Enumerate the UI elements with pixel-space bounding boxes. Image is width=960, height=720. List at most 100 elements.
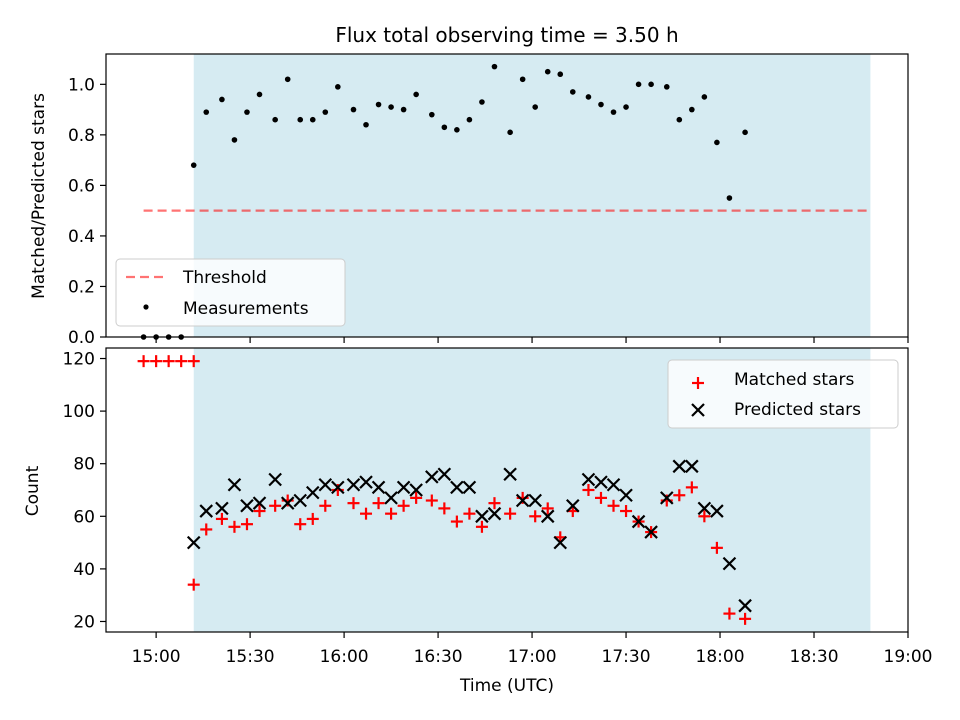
measurement-point [532, 104, 538, 110]
marker-stroke [462, 480, 477, 495]
bottom-legend-box [667, 359, 899, 429]
predicted-star-marker [606, 477, 621, 492]
measurement-point [322, 109, 329, 115]
matched-star-marker [319, 499, 332, 512]
measurement-point [441, 124, 448, 131]
predicted-star-marker [437, 467, 452, 482]
measurement-point [231, 137, 238, 143]
matched-star-marker [385, 507, 398, 520]
bottom-x-tick-label: 17:30 [602, 647, 651, 667]
matched-star-marker [253, 505, 266, 518]
predicted-star-marker [540, 509, 555, 524]
predicted-star-marker [594, 475, 608, 489]
marker-stroke [722, 556, 737, 571]
marker-stroke [384, 491, 398, 505]
bottom-x-tick-label: 16:00 [320, 647, 369, 667]
marker-stroke [240, 498, 254, 513]
marker-stroke [186, 535, 201, 550]
measurement-point [689, 106, 695, 113]
predicted-star-marker [644, 525, 658, 539]
top-y-tick-label: 0.8 [68, 126, 95, 146]
predicted-star-marker [359, 475, 373, 489]
predicted-legend-swatch [691, 403, 705, 417]
measurement-point [726, 195, 733, 201]
predicted-star-marker [240, 498, 254, 513]
bottom-legend: Matched stars Predicted stars [667, 359, 899, 429]
predicted-star-marker [227, 477, 242, 492]
measurement-point [585, 94, 592, 100]
measurement-point [363, 121, 369, 128]
marker-stroke [305, 485, 320, 500]
predicted-legend-label: Predicted stars [734, 400, 861, 420]
bottom-y-tick-label: 60 [73, 507, 95, 527]
count-points [137, 355, 752, 625]
top-y-tick-label: 0.2 [68, 277, 95, 297]
marker-stroke [515, 493, 530, 508]
matched-star-marker [529, 510, 542, 523]
measurement-point [635, 81, 642, 88]
predicted-star-marker [553, 535, 568, 550]
measurement-point [507, 129, 513, 136]
matched-star-marker [673, 489, 686, 502]
predicted-star-marker [384, 491, 398, 505]
predicted-star-marker [566, 498, 580, 513]
predicted-star-marker [409, 483, 423, 497]
measurement-point [429, 111, 435, 118]
predicted-star-marker [215, 501, 229, 516]
marker-stroke [644, 525, 658, 539]
predicted-star-marker [280, 496, 295, 510]
measurement-point [623, 104, 629, 110]
top-panel: 0.0 0.2 0.4 0.6 0.8 1.0 Matched/Predicted sta… [29, 53, 909, 348]
matched-star-marker [306, 512, 319, 525]
measurement-point [203, 109, 210, 115]
predicted-star-marker [722, 556, 737, 571]
matched-star-marker [710, 541, 723, 554]
predicted-star-marker [425, 470, 439, 484]
marker-stroke [475, 509, 489, 524]
measurement-point [297, 116, 304, 123]
matched-star-marker [620, 505, 633, 518]
predicted-star-marker [318, 477, 333, 492]
bottom-panel: 20 40 60 80 100 120 15:00 15:30 16:00 16:30 17:00… [23, 347, 933, 696]
marker-stroke [581, 472, 596, 487]
matched-star-marker [450, 515, 463, 528]
measurement-point [569, 89, 576, 95]
measurement-point [454, 127, 460, 133]
predicted-star-marker [738, 598, 752, 613]
predicted-star-marker [672, 459, 687, 474]
predicted-star-marker [697, 501, 712, 516]
predicted-star-marker [396, 480, 411, 495]
marker-stroke [359, 475, 373, 489]
matched-star-marker [594, 491, 607, 504]
measurement-point [350, 106, 357, 113]
marker-stroke [697, 501, 712, 516]
measurement-point [256, 91, 263, 98]
predicted-star-marker [631, 514, 646, 529]
marker-stroke [503, 467, 517, 482]
matched-star-marker [228, 520, 241, 533]
matched-star-marker [162, 355, 175, 368]
marker-stroke [331, 480, 345, 495]
measurements-legend-swatch [143, 304, 149, 310]
bottom-x-tick-label: 18:00 [696, 647, 745, 667]
predicted-star-marker [619, 488, 633, 503]
marker-stroke [346, 477, 361, 492]
matched-legend-label: Matched stars [734, 370, 854, 390]
matched-legend-swatch [692, 377, 704, 389]
predicted-star-marker [503, 467, 517, 482]
marker-stroke [450, 480, 464, 495]
matched-star-marker [372, 497, 385, 510]
marker-stroke [606, 477, 621, 492]
marker-stroke [268, 472, 282, 487]
predicted-star-marker [305, 485, 320, 500]
predicted-star-marker [371, 480, 386, 495]
predicted-star-marker [186, 535, 201, 550]
marker-stroke [566, 498, 580, 513]
measurement-point [309, 116, 316, 123]
marker-stroke [215, 501, 229, 516]
top-legend-box [115, 258, 346, 327]
matched-star-marker [425, 494, 438, 507]
bottom-x-tick-label: 15:30 [226, 647, 275, 667]
measurement-point [598, 101, 604, 108]
